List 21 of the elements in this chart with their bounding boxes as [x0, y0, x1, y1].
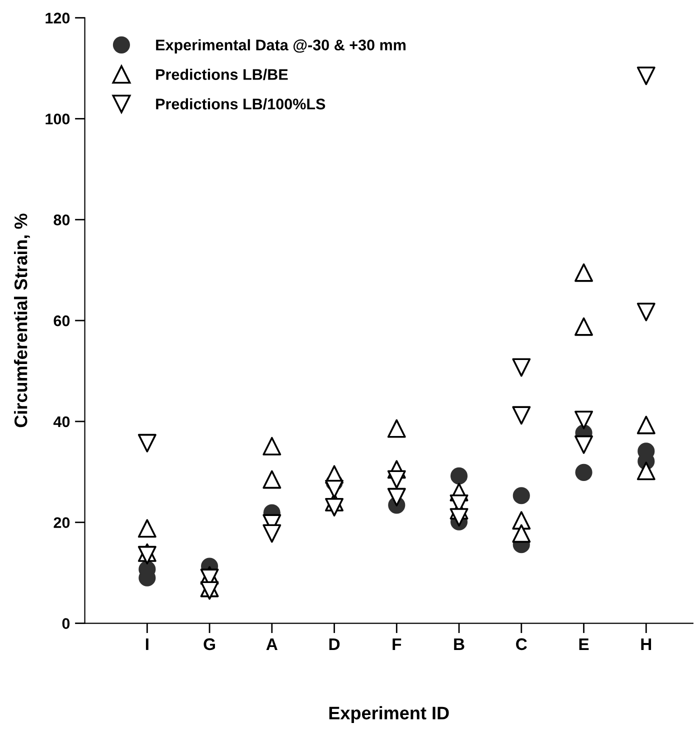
- legend-label: Predictions LB/100%LS: [156, 98, 326, 110]
- y-axis-title: Circumferential Strain, %: [14, 214, 30, 428]
- x-tick-label: A: [266, 638, 278, 650]
- legend-label: Predictions LB/BE: [156, 68, 288, 80]
- x-tick-label: G: [204, 638, 215, 650]
- y-tick-label: 60: [54, 315, 70, 326]
- x-tick-label: E: [579, 638, 589, 650]
- y-tick-label: 0: [62, 618, 70, 629]
- y-tick-label: 120: [46, 12, 70, 24]
- x-tick-label: H: [641, 638, 652, 650]
- x-tick-label: F: [392, 638, 402, 650]
- y-tick-label: 20: [54, 517, 70, 528]
- y-tick-label: 80: [54, 214, 70, 226]
- x-axis-title: Experiment ID: [329, 706, 449, 724]
- legend-label: Experimental Data @-30 & +30 mm: [156, 39, 406, 54]
- x-tick-label: B: [454, 638, 464, 650]
- x-tick-label: C: [516, 638, 527, 650]
- y-tick-label: 100: [46, 114, 70, 124]
- x-tick-label: I: [146, 638, 148, 650]
- x-tick-label: D: [329, 638, 340, 650]
- y-tick-label: 40: [53, 416, 70, 428]
